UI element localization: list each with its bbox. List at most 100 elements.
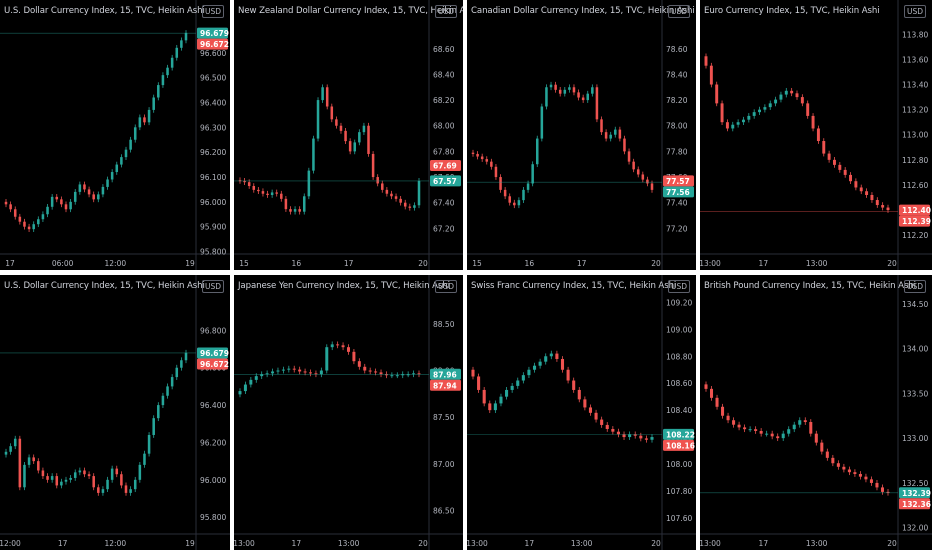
secondary-price-label: 132.36 — [902, 500, 931, 509]
chart-pane-3[interactable]: 78.6078.4078.2078.0077.8077.6077.4077.20… — [467, 0, 696, 270]
candle-body — [417, 180, 421, 206]
chart-title: U.S. Dollar Currency Index, 15, TVC, Hei… — [4, 6, 205, 16]
x-tick-label: 17 — [759, 259, 769, 268]
y-tick-label: 67.40 — [433, 199, 455, 208]
candle-body — [499, 177, 502, 190]
x-tick-label: 13:00 — [806, 259, 828, 268]
y-tick-label: 68.00 — [433, 122, 455, 131]
candle-body — [632, 161, 635, 170]
candle-body — [184, 32, 188, 41]
candle-body — [110, 172, 114, 180]
candle-body — [249, 379, 253, 385]
candle-body — [803, 420, 807, 423]
candle-body — [869, 479, 873, 483]
chart-pane-4[interactable]: 113.80 113.60 113.40 113.20 113.00 112.80 112.… — [700, 0, 932, 270]
candle-body — [488, 403, 492, 411]
candle-body — [531, 164, 534, 184]
currency-unit-button[interactable]: USD — [202, 280, 225, 293]
candle-body — [83, 470, 86, 475]
candle-body — [618, 129, 622, 139]
currency-unit-button[interactable]: USD — [435, 280, 458, 293]
candle-body — [161, 395, 165, 406]
chart-pane-1[interactable]: 96.600 96.500 96.400 96.300 96.200 96.100 96.0… — [0, 0, 230, 270]
candle-body — [704, 56, 708, 66]
candle-body — [563, 89, 567, 94]
candle-body — [157, 85, 160, 98]
candle-body — [157, 405, 160, 419]
chart-pane-5[interactable]: 96.80096.60096.40096.20096.00095.80012:0… — [0, 275, 230, 550]
candle-body — [270, 192, 274, 195]
y-tick-label: 77.80 — [666, 147, 688, 156]
candle-body — [776, 436, 780, 439]
candle-body — [101, 186, 105, 195]
candle-body — [641, 174, 645, 180]
candle-body — [50, 476, 54, 480]
candle-body — [758, 109, 762, 113]
candle-body — [490, 161, 493, 167]
candle-body — [175, 367, 179, 378]
candle-body — [709, 65, 713, 85]
chart-pane-7[interactable]: 109.20109.00108.80108.60108.40108.20108.… — [467, 275, 696, 550]
candle-body — [880, 487, 885, 492]
candle-body — [247, 182, 251, 187]
candle-body — [325, 347, 329, 371]
currency-unit-button[interactable]: USD — [904, 280, 927, 293]
chart-pane-2[interactable]: 68.6068.4068.2068.0067.8067.6067.4067.20… — [234, 0, 463, 270]
chart-svg: 113.80 113.60 113.40 113.20 113.00 112.80 112.… — [700, 0, 932, 270]
candle-body — [115, 164, 119, 173]
last-price-label-bg — [899, 487, 930, 499]
candle-body — [792, 424, 796, 430]
y-tick-label: 68.60 — [433, 45, 455, 54]
chart-svg: 134.50 134.00 133.50 133.00 132.50 132.00 13:0… — [700, 275, 932, 550]
candle-body — [480, 156, 484, 160]
candle-body — [336, 344, 340, 346]
currency-unit-button[interactable]: USD — [904, 5, 927, 18]
x-tick-label: 20 — [651, 259, 661, 268]
candle-body — [417, 373, 421, 375]
candle-body — [120, 157, 123, 165]
last-price-label: 77.56 — [666, 188, 690, 197]
y-tick-label: 86.50 — [433, 507, 455, 516]
candle-body — [353, 142, 357, 152]
x-tick-label: 15 — [239, 259, 249, 268]
candle-body — [376, 177, 379, 184]
y-tick-label: 95.800 — [200, 513, 226, 522]
last-price-label-bg — [430, 368, 461, 380]
candle-body — [138, 117, 142, 128]
candle-body — [754, 429, 758, 431]
candle-body — [765, 433, 769, 435]
candle-body — [374, 371, 378, 373]
candle-body — [129, 139, 132, 150]
y-tick-label: 96.200 — [200, 438, 226, 447]
currency-unit-button[interactable]: USD — [202, 5, 225, 18]
candle-body — [335, 119, 338, 126]
chart-pane-6[interactable]: 88.5088.0087.5087.0086.5013:001713:00208… — [234, 275, 463, 550]
candle-body — [298, 209, 301, 212]
candle-body — [522, 189, 525, 201]
last-price-label: 96.679 — [200, 349, 229, 358]
candle-body — [346, 347, 350, 352]
candle-body — [180, 360, 183, 368]
candle-body — [752, 112, 756, 116]
candle-body — [106, 479, 109, 490]
candle-body — [838, 164, 842, 170]
candle-body — [9, 446, 12, 452]
candle-body — [847, 469, 851, 473]
candle-body — [843, 169, 847, 175]
y-tick-label: 77.20 — [666, 224, 688, 233]
candle-body — [243, 384, 247, 392]
currency-unit-button[interactable]: USD — [668, 280, 691, 293]
y-tick-label: 113.00 — [902, 131, 928, 140]
candle-body — [572, 380, 576, 390]
chart-pane-8[interactable]: 134.50 134.00 133.50 133.00 132.50 132.00 13:0… — [700, 275, 932, 550]
candle-body — [147, 434, 151, 454]
currency-unit-button[interactable]: USD — [668, 5, 691, 18]
candle-body — [265, 373, 269, 375]
candle-body — [568, 87, 571, 90]
secondary-price-label-bg — [430, 379, 461, 391]
candle-body — [800, 97, 804, 104]
secondary-price-label: 67.69 — [433, 162, 457, 171]
secondary-price-label: 77.57 — [666, 177, 690, 186]
candle-body — [476, 153, 479, 157]
currency-unit-button[interactable]: USD — [435, 5, 458, 18]
